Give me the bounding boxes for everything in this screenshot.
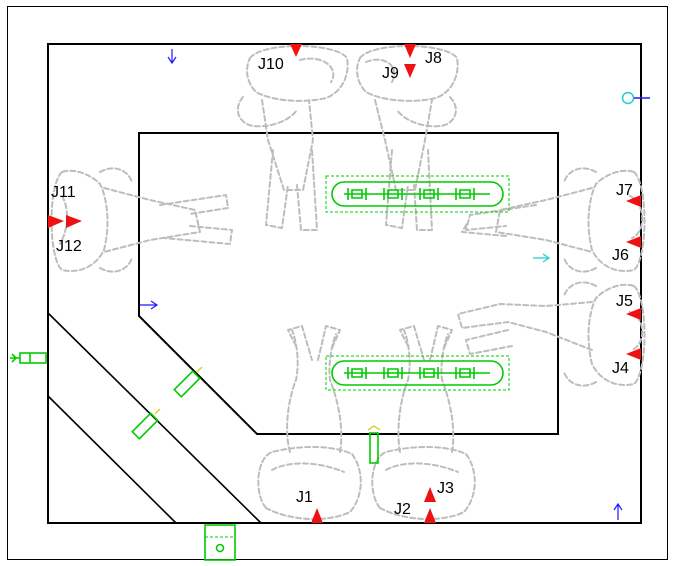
joint-marker-j2 <box>424 508 436 523</box>
joint-marker-j7 <box>626 195 641 207</box>
joint-label-j7: J7 <box>616 182 633 199</box>
joint-marker-j12 <box>66 215 82 228</box>
fixture-diagonal-1 <box>173 366 203 398</box>
joint-label-j3: J3 <box>437 480 454 497</box>
joint-marker-j9 <box>404 64 416 78</box>
joint-label-j6: J6 <box>612 247 629 264</box>
outer-frame <box>7 6 668 560</box>
joint-marker-j6 <box>626 236 641 248</box>
robot-outline-top-left <box>236 45 349 231</box>
inner-table <box>138 132 559 435</box>
joint-marker-j8 <box>404 44 416 58</box>
sensor-module-lower <box>325 355 510 391</box>
joint-marker-j1 <box>311 508 323 523</box>
bottom-port <box>204 524 236 561</box>
joint-label-j1: J1 <box>296 489 313 506</box>
sensor-module-upper <box>325 175 510 213</box>
joint-marker-j4 <box>626 348 641 360</box>
joint-label-j12: J12 <box>56 238 82 255</box>
side-connector-left <box>10 352 47 364</box>
fixture-vertical <box>367 425 381 464</box>
robot-outline-bottom-left <box>257 325 362 520</box>
enclosure-wall <box>47 43 642 524</box>
joint-label-j5: J5 <box>616 293 633 310</box>
joint-marker-j3 <box>424 487 436 502</box>
joint-label-j4: J4 <box>612 360 629 377</box>
direction-arrow-right-table <box>533 253 551 263</box>
cyan-port-icon <box>621 91 650 105</box>
direction-arrow-top <box>167 49 177 65</box>
fixture-diagonal-2 <box>131 408 161 440</box>
joint-marker-j5 <box>626 308 641 320</box>
conveyor-rail-lower <box>47 395 177 524</box>
robot-outline-top-right <box>356 45 459 231</box>
joint-label-j2: J2 <box>394 501 411 518</box>
joint-marker-j10 <box>290 44 302 57</box>
direction-arrow-left <box>140 300 159 310</box>
joint-label-j10: J10 <box>258 56 284 73</box>
robot-outline-bottom-right <box>371 325 476 520</box>
robot-outline-right-upper <box>461 167 646 273</box>
robot-outline-right-lower <box>457 281 646 387</box>
direction-arrow-bottom-right <box>613 502 623 520</box>
joint-label-j11: J11 <box>51 184 76 201</box>
joint-markers <box>48 44 641 523</box>
joint-label-j8: J8 <box>425 50 442 67</box>
joint-marker-j11 <box>48 215 64 228</box>
joint-label-j9: J9 <box>382 65 399 82</box>
